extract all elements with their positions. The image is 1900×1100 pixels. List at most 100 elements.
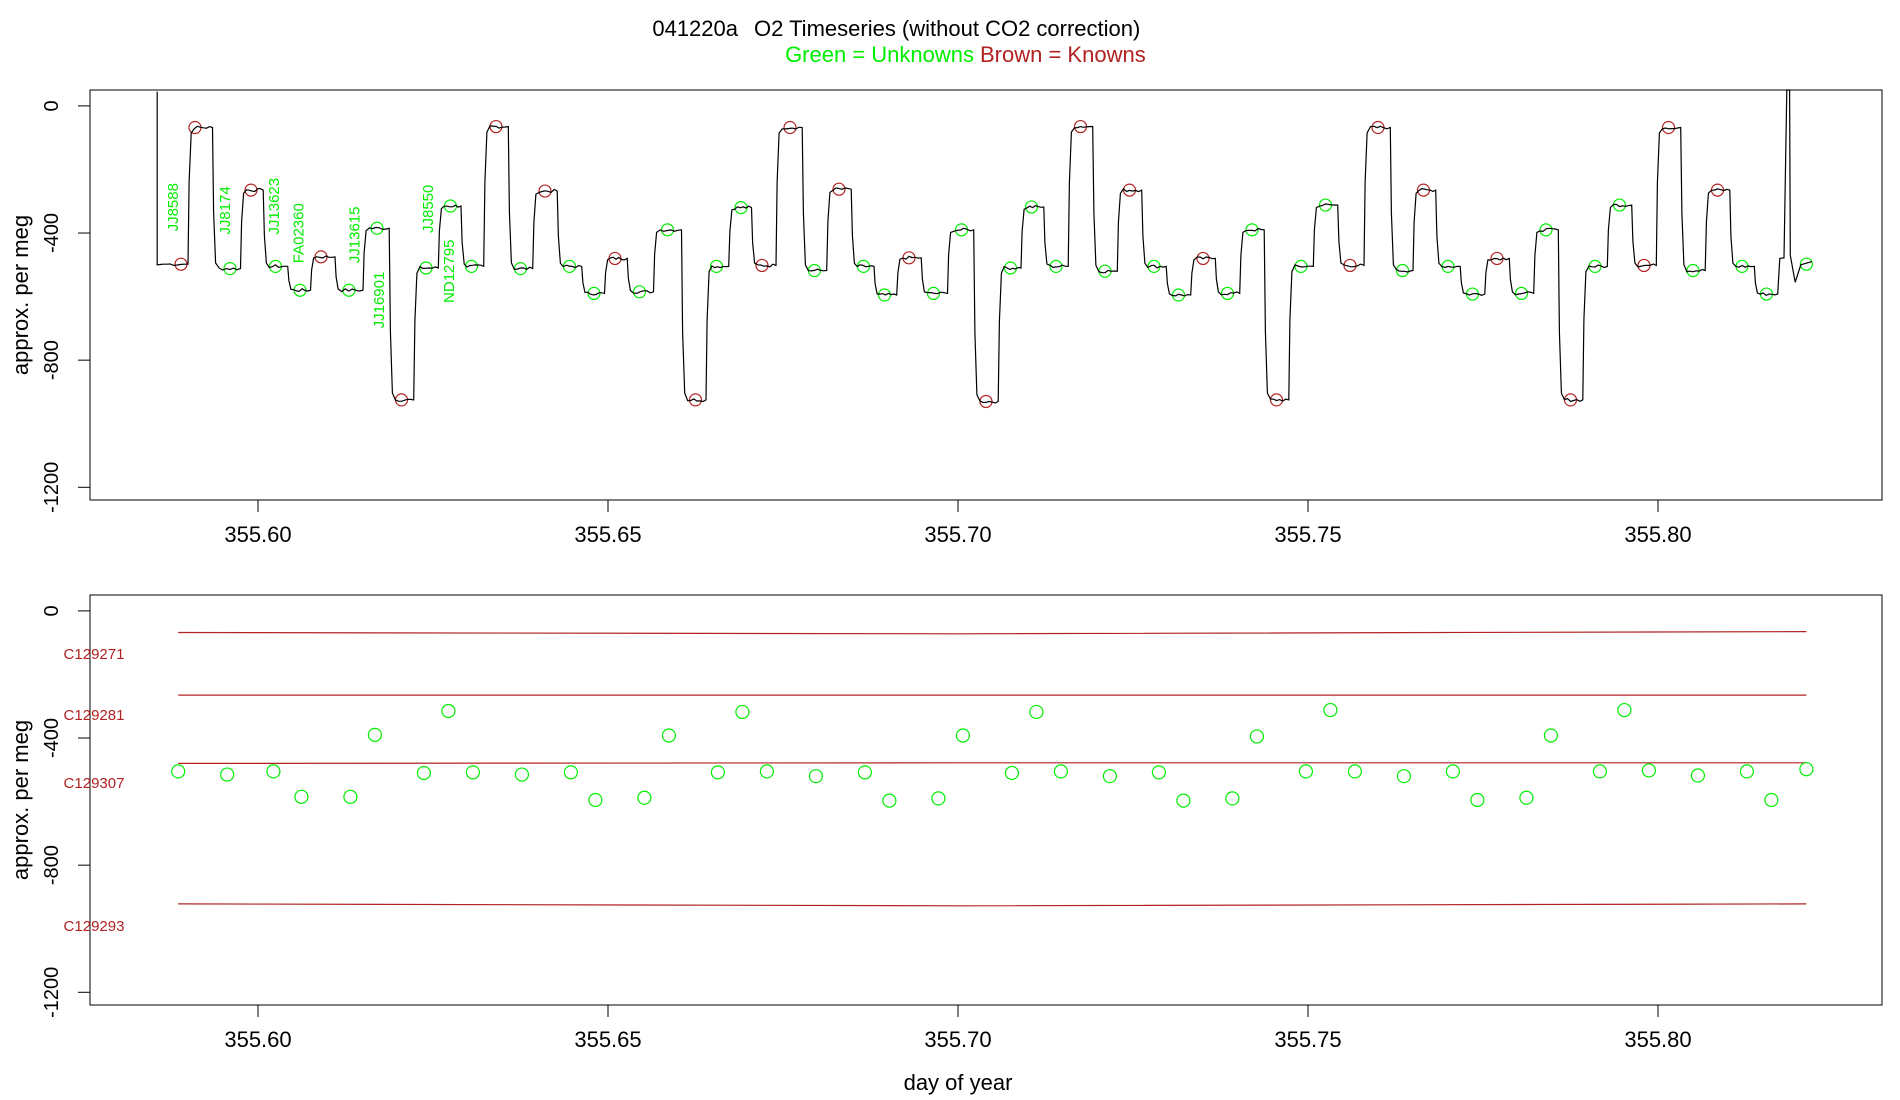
unknown-point [1298, 764, 1314, 779]
unknown-point [1799, 762, 1814, 777]
known-marker [538, 184, 552, 198]
unknown-point [1004, 765, 1020, 781]
unknown-point [882, 793, 897, 808]
top-xtick-label: 355.80 [1624, 522, 1691, 547]
unknown-point [1102, 769, 1118, 784]
unknown-point [1151, 765, 1167, 780]
bottom-xtick-label: 355.75 [1274, 1027, 1341, 1052]
unknown-point [1764, 792, 1779, 808]
unknown-sample-label: JJ8550 [420, 185, 437, 233]
unknown-point [955, 728, 971, 743]
unknown-point [465, 765, 480, 780]
top-xtick-label: 355.70 [924, 522, 991, 547]
unknown-point [441, 703, 456, 719]
top-y-axis-label: approx. per meg [8, 215, 33, 375]
known-standard-line [178, 903, 1807, 907]
unknown-point [1690, 768, 1706, 783]
unknown-point [1470, 792, 1485, 808]
bottom-ytick-label: -800 [41, 845, 63, 885]
unknown-sample-label: JJ8174 [217, 186, 234, 234]
unknown-point [1176, 793, 1191, 808]
known-standard-label: C129307 [64, 775, 125, 792]
o2-trace-line [156, 89, 1813, 404]
top-ytick-label: 0 [41, 100, 63, 111]
unknown-point [1347, 764, 1363, 779]
unknown-point [1396, 769, 1412, 784]
top-ytick-label: -800 [41, 340, 63, 380]
unknown-marker [877, 288, 892, 302]
unknown-marker [587, 286, 601, 301]
known-marker [832, 182, 846, 196]
known-marker [1196, 251, 1210, 266]
top-y-axis: 0 -400 -800 -1200 [41, 100, 90, 513]
unknown-point [343, 789, 358, 804]
unknown-points [171, 702, 1814, 808]
bottom-y-axis-label: approx. per meg [8, 720, 33, 880]
top-xtick-label: 355.65 [574, 522, 641, 547]
unknown-point [220, 767, 235, 782]
legend-unknowns: Green = Unknowns [785, 42, 974, 67]
title-id: 041220a [652, 16, 738, 41]
top-panel-trace: 0-400-800-1200 355.60 355.65 355.70 355.75 3… [8, 89, 1883, 547]
bottom-xtick-label: 355.80 [1624, 1027, 1691, 1052]
known-marker [783, 120, 797, 135]
unknown-marker [223, 262, 237, 276]
bottom-xtick-label: 355.70 [924, 1027, 991, 1052]
unknown-point [1323, 702, 1338, 718]
unknown-marker [464, 259, 479, 273]
unknown-marker [1245, 223, 1259, 237]
unknown-marker [1514, 286, 1529, 301]
unknown-sample-label: JJ8588 [165, 183, 182, 231]
unknown-sample-label: JJ16901 [371, 272, 388, 329]
bottom-y-axis: 0 -400 -800 -1200 [41, 605, 90, 1018]
known-marker [1269, 393, 1284, 407]
unknown-point [1249, 729, 1265, 744]
unknown-sample-label: JJ13623 [266, 178, 283, 235]
known-marker [688, 393, 703, 407]
known-standard-label: C129293 [64, 918, 125, 935]
unknown-marker [1539, 223, 1553, 237]
unknown-point [661, 728, 677, 743]
unknown-point [563, 765, 579, 780]
unknown-point [514, 767, 530, 782]
unknown-point [416, 765, 431, 781]
unknown-marker [1049, 259, 1063, 273]
known-standards: C129271 C129281 C129307 C129293 [64, 631, 1807, 935]
unknown-point [1617, 702, 1632, 718]
bottom-xtick-label: 355.60 [224, 1027, 291, 1052]
unknown-point [637, 790, 652, 805]
title-text: O2 Timeseries (without CO2 correction) [754, 16, 1140, 41]
unknown-sample-labels: JJ8588 JJ8174 JJ13623 FA02360 JJ13615 JJ16901… [165, 178, 458, 328]
unknown-sample-label: JJ13615 [347, 206, 364, 263]
unknown-sample-label: ND12795 [441, 240, 458, 303]
bottom-ytick-label: -1200 [41, 967, 63, 1018]
top-xtick-label: 355.60 [224, 522, 291, 547]
top-ytick-label: -1200 [41, 462, 63, 513]
bottom-x-axis-label: day of year [904, 1070, 1013, 1095]
unknown-sample-label: FA02360 [291, 203, 308, 263]
unknown-point [1543, 728, 1559, 743]
figure-title: 041220a O2 Timeseries (without CO2 corre… [652, 16, 1145, 67]
bottom-ytick-label: 0 [41, 605, 63, 616]
unknown-point [710, 765, 726, 780]
bottom-x-axis: 355.60 355.65 355.70 355.75 355.80 [224, 1005, 1692, 1052]
unknown-point [735, 704, 750, 720]
unknown-point [1592, 764, 1608, 779]
unknown-point [1029, 704, 1044, 720]
top-x-axis: 355.60 355.65 355.70 355.75 355.80 [224, 500, 1692, 547]
known-marker [755, 258, 769, 273]
unknown-point [171, 764, 186, 779]
known-standard-label: C129281 [64, 707, 125, 724]
known-standard-line [178, 631, 1807, 635]
known-standard-label: C129271 [64, 646, 125, 663]
unknown-point [1519, 790, 1534, 805]
unknown-point [759, 764, 775, 779]
unknown-point [1445, 764, 1461, 779]
unknown-point [266, 764, 281, 779]
known-marker [1661, 120, 1676, 135]
unknown-point [367, 727, 382, 742]
unknown-point [857, 765, 873, 780]
bottom-plot-frame [89, 594, 1883, 1006]
top-xtick-label: 355.75 [1274, 522, 1341, 547]
unknown-point [1641, 763, 1657, 778]
